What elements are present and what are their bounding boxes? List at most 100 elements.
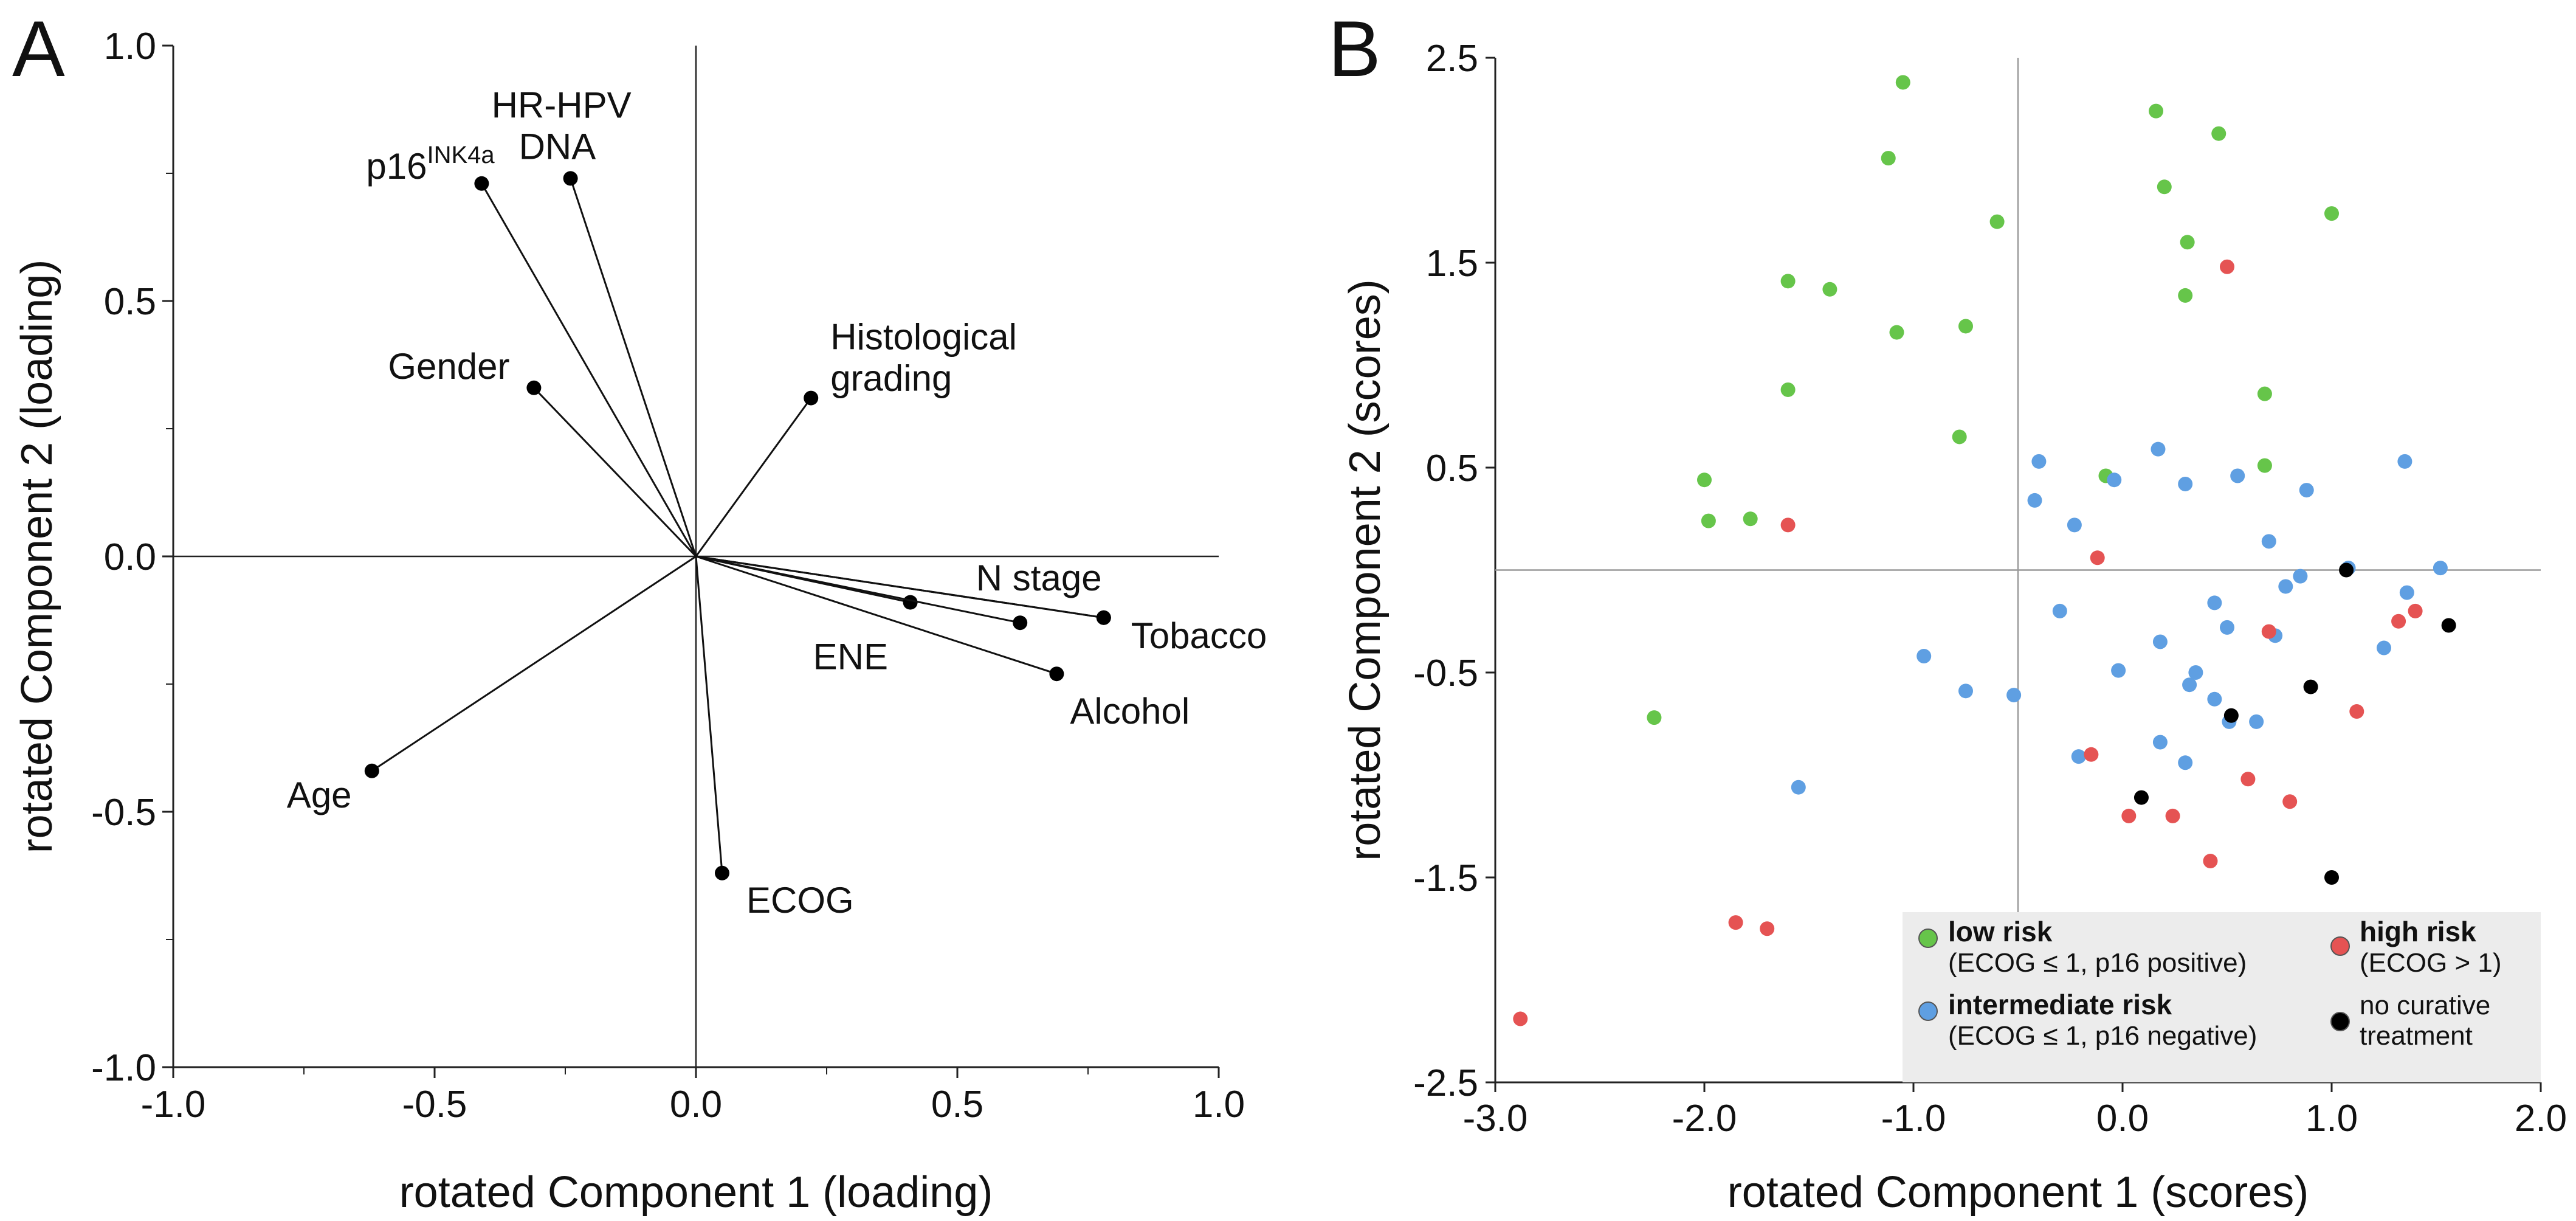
score-point-intermediate-risk <box>2111 663 2126 678</box>
score-point-intermediate-risk <box>2230 468 2245 483</box>
score-point-high-risk <box>2349 704 2364 719</box>
vector-label-text: p16 <box>366 146 427 187</box>
score-point-no-curative-treatment <box>2441 618 2456 633</box>
score-point-intermediate-risk <box>2397 454 2412 469</box>
panel-b: B -3.0 -2.0 -1.0 0.0 1.0 2.0 2.5 1.5 0.5 -0.5 -1.5 -… <box>1328 4 2567 1217</box>
x-tick-label-a: 0.0 <box>670 1084 722 1126</box>
legend-marker <box>2330 936 2350 956</box>
score-point-no-curative-treatment <box>2324 870 2339 885</box>
x-tick-label-a: 1.0 <box>1193 1084 1245 1126</box>
x-tick-label-a: -1.0 <box>141 1084 206 1126</box>
score-point-high-risk <box>1513 1011 1528 1026</box>
vector-label: Tobacco <box>1131 615 1267 656</box>
legend-label: low risk <box>1948 916 2053 947</box>
score-point-intermediate-risk <box>2107 472 2122 488</box>
score-point-intermediate-risk <box>1958 683 1973 699</box>
x-axis-label-a: rotated Component 1 (loading) <box>399 1168 993 1217</box>
score-point-high-risk <box>1780 517 1796 533</box>
score-point-intermediate-risk <box>2293 569 2308 584</box>
y-tick-label-a: -1.0 <box>91 1047 156 1089</box>
score-point-intermediate-risk <box>2178 476 2193 491</box>
score-point-intermediate-risk <box>2261 534 2276 549</box>
vector-label: Gender <box>388 346 509 387</box>
vector-label: Alcohol <box>1070 691 1190 732</box>
y-tick-label-b: 2.5 <box>1426 38 1478 80</box>
score-point-low-risk <box>2257 458 2272 473</box>
score-point-high-risk <box>2240 772 2256 787</box>
legend-label-line2: treatment <box>2360 1021 2473 1051</box>
y-tick-label-b: -1.5 <box>1413 857 1478 899</box>
score-point-low-risk <box>2211 126 2226 141</box>
vector-label-text: HR-HPV <box>492 85 632 125</box>
x-tick-label-a: 0.5 <box>931 1084 983 1126</box>
score-point-intermediate-risk <box>2249 714 2264 729</box>
loading-vector <box>533 387 697 558</box>
panel-a: A -1.0 -0.5 0.0 0.5 1.0 1.0 0.5 0.0 -0.5 -1.0 rotat… <box>12 4 1267 1217</box>
score-point-no-curative-treatment <box>2303 679 2318 694</box>
score-point-intermediate-risk <box>2067 517 2082 533</box>
loading-point <box>526 380 542 395</box>
vector-label: Age <box>287 775 352 815</box>
score-point-high-risk <box>2121 808 2137 823</box>
legend-label: high risk <box>2360 916 2476 947</box>
loading-vector <box>695 555 1021 624</box>
score-point-high-risk <box>2165 808 2180 823</box>
legend: low risk(ECOG ≤ 1, p16 positive) intermed… <box>1903 912 2541 1082</box>
score-point-intermediate-risk <box>2152 634 2168 649</box>
score-point-intermediate-risk <box>1917 649 1932 664</box>
score-point-high-risk <box>2203 854 2218 869</box>
vector-label: ENE <box>813 637 888 677</box>
vector-label-text: ECOG <box>746 880 854 921</box>
score-point-low-risk <box>1881 151 1896 166</box>
legend-note: (ECOG > 1) <box>2360 948 2502 978</box>
score-point-low-risk <box>1958 319 1973 334</box>
loading-vector <box>695 555 1057 675</box>
score-point-low-risk <box>1952 429 1967 444</box>
vector-label: Histological <box>830 317 1017 358</box>
score-point-intermediate-risk <box>2399 585 2414 600</box>
score-point-low-risk <box>2149 103 2164 119</box>
y-tick-label-b: -0.5 <box>1413 652 1478 694</box>
legend-marker <box>1918 929 1938 948</box>
vector-label: N stage <box>976 558 1102 598</box>
score-point-high-risk <box>2391 614 2406 629</box>
score-point-intermediate-risk <box>2152 735 2168 750</box>
x-tick-label-b: -1.0 <box>1881 1098 1946 1140</box>
score-point-low-risk <box>1647 710 1662 725</box>
x-tick-label-b: 1.0 <box>2306 1098 2358 1140</box>
score-point-intermediate-risk <box>2207 691 2222 707</box>
y-tick-label-b: -2.5 <box>1413 1062 1478 1104</box>
score-point-intermediate-risk <box>2151 441 2166 457</box>
score-point-high-risk <box>2084 747 2099 762</box>
x-tick-label-b: 2.0 <box>2515 1098 2567 1140</box>
score-point-low-risk <box>2180 235 2195 250</box>
legend-background <box>1903 912 2541 1082</box>
y-axis-label-a: rotated Component 2 (loading) <box>13 260 61 854</box>
score-point-intermediate-risk <box>2377 640 2391 655</box>
score-point-low-risk <box>1701 513 1716 528</box>
vector-label-text: N stage <box>976 558 1102 598</box>
loading-vector <box>695 397 812 557</box>
vector-label: p16INK4a <box>366 142 495 187</box>
y-tick-label-a: 1.0 <box>104 26 156 67</box>
panel-letter-b: B <box>1328 4 1381 93</box>
loading-point <box>715 865 729 880</box>
y-tick-label-b: 1.5 <box>1426 243 1478 285</box>
vector-label: HR-HPV <box>492 85 632 125</box>
score-point-high-risk <box>2220 259 2234 274</box>
score-point-intermediate-risk <box>2031 454 2047 469</box>
score-point-high-risk <box>1728 915 1743 930</box>
loading-vector <box>695 556 723 873</box>
score-point-intermediate-risk <box>2278 579 2293 594</box>
vector-label-text: Gender <box>388 346 509 387</box>
score-point-intermediate-risk <box>1791 780 1806 795</box>
loading-vector <box>481 183 697 557</box>
loading-point <box>474 176 489 191</box>
vector-label-text: ENE <box>813 637 888 677</box>
loading-point <box>563 171 578 186</box>
score-point-low-risk <box>1780 382 1796 397</box>
score-point-no-curative-treatment <box>2133 790 2149 805</box>
panel-letter-a: A <box>12 4 65 93</box>
vector-label-line2: grading <box>830 358 952 399</box>
